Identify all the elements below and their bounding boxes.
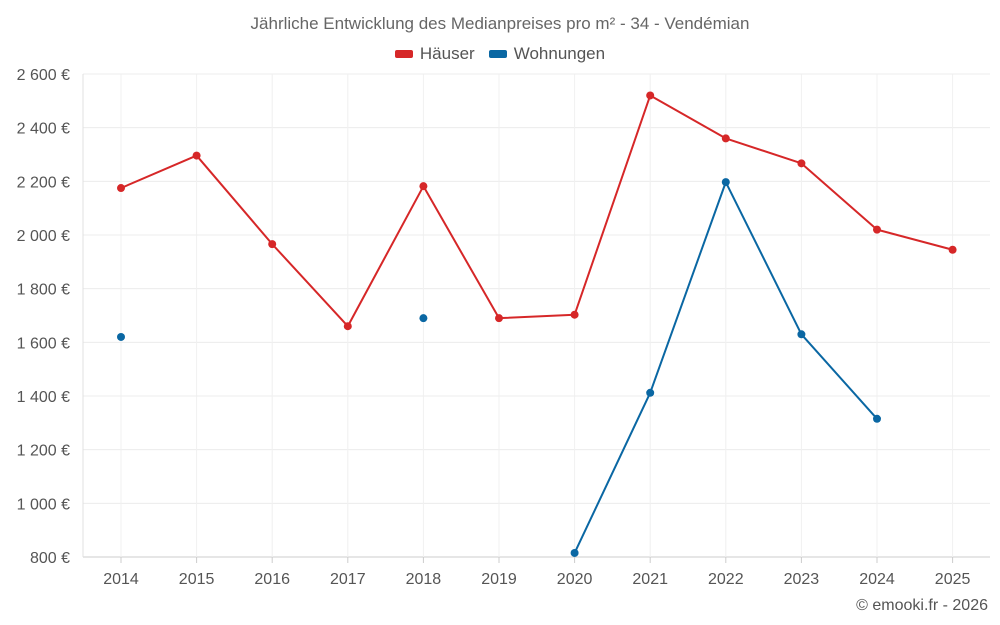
data-point-wohnungen-2018[interactable] [419,314,428,323]
x-tick-label: 2014 [103,571,139,588]
legend: Häuser Wohnungen [0,44,1000,64]
series-line-wohnungen [573,391,652,554]
data-point-wohnungen-2014[interactable] [117,332,125,341]
series-line-haeuser [120,154,198,190]
y-tick-label: 1 200 € [17,443,70,460]
x-tick-label: 2022 [708,571,744,588]
y-tick-label: 1 800 € [17,282,70,299]
x-tick-label: 2015 [179,571,215,588]
legend-swatch-haeuser [394,50,413,58]
legend-swatch-wohnungen [488,50,507,58]
x-tick-label: 2017 [330,571,366,588]
x-tick-label: 2023 [784,571,820,588]
x-tick-label: 2016 [254,571,290,588]
x-tick-label: 2021 [632,571,668,588]
y-tick-label: 800 € [30,550,70,567]
x-tick-label: 2020 [557,571,593,588]
series-line-wohnungen [800,333,878,420]
data-point-haeuser-2019[interactable] [495,314,503,323]
series-line-haeuser [724,137,803,165]
y-tick-label: 2 200 € [17,174,70,191]
series-line-wohnungen [649,181,727,394]
x-tick-label: 2025 [935,571,971,588]
legend-label-wohnungen: Wohnungen [513,44,606,63]
legend-item-wohnungen[interactable]: Wohnungen [488,44,606,64]
x-tick-label: 2018 [406,571,442,588]
series-line-haeuser [573,94,652,316]
data-point-haeuser-2020[interactable] [570,310,579,319]
series-line-haeuser [800,162,878,231]
data-point-haeuser-2015[interactable] [192,151,201,160]
data-point-haeuser-2021[interactable] [646,91,655,100]
data-point-haeuser-2025[interactable] [948,245,957,254]
series-line-haeuser [649,94,727,140]
x-tick-label: 2019 [481,571,517,588]
data-point-wohnungen-2022[interactable] [721,178,730,187]
data-point-wohnungen-2024[interactable] [873,414,881,423]
data-point-haeuser-2024[interactable] [873,225,881,234]
data-point-haeuser-2018[interactable] [419,182,428,191]
y-tick-label: 2 600 € [17,67,70,84]
credit: © emooki.fr - 2026 [856,597,988,614]
data-point-wohnungen-2021[interactable] [646,388,655,397]
series-line-haeuser [346,185,425,328]
data-point-haeuser-2014[interactable] [117,184,125,193]
data-point-wohnungen-2020[interactable] [570,548,579,557]
series-line-haeuser [498,313,576,320]
series-line-haeuser [422,185,500,320]
x-tick-label: 2024 [859,571,895,588]
legend-label-haeuser: Häuser [419,44,475,63]
data-point-haeuser-2016[interactable] [268,240,277,249]
series-line-haeuser [271,243,349,328]
data-point-wohnungen-2023[interactable] [797,330,806,339]
y-tick-label: 2 400 € [17,121,70,138]
series-line-wohnungen [724,181,803,336]
chart-title: Jährliche Entwicklung des Medianpreises … [250,14,750,33]
y-tick-label: 1 600 € [17,335,70,352]
y-tick-label: 1 000 € [17,496,70,513]
data-point-haeuser-2022[interactable] [721,134,730,143]
y-tick-label: 2 000 € [17,228,70,245]
y-tick-label: 1 400 € [17,389,70,406]
legend-item-haeuser[interactable]: Häuser [394,44,475,64]
data-point-haeuser-2017[interactable] [343,322,352,331]
series-line-haeuser [876,228,954,251]
series-line-haeuser [195,154,274,246]
data-point-haeuser-2023[interactable] [797,159,806,168]
